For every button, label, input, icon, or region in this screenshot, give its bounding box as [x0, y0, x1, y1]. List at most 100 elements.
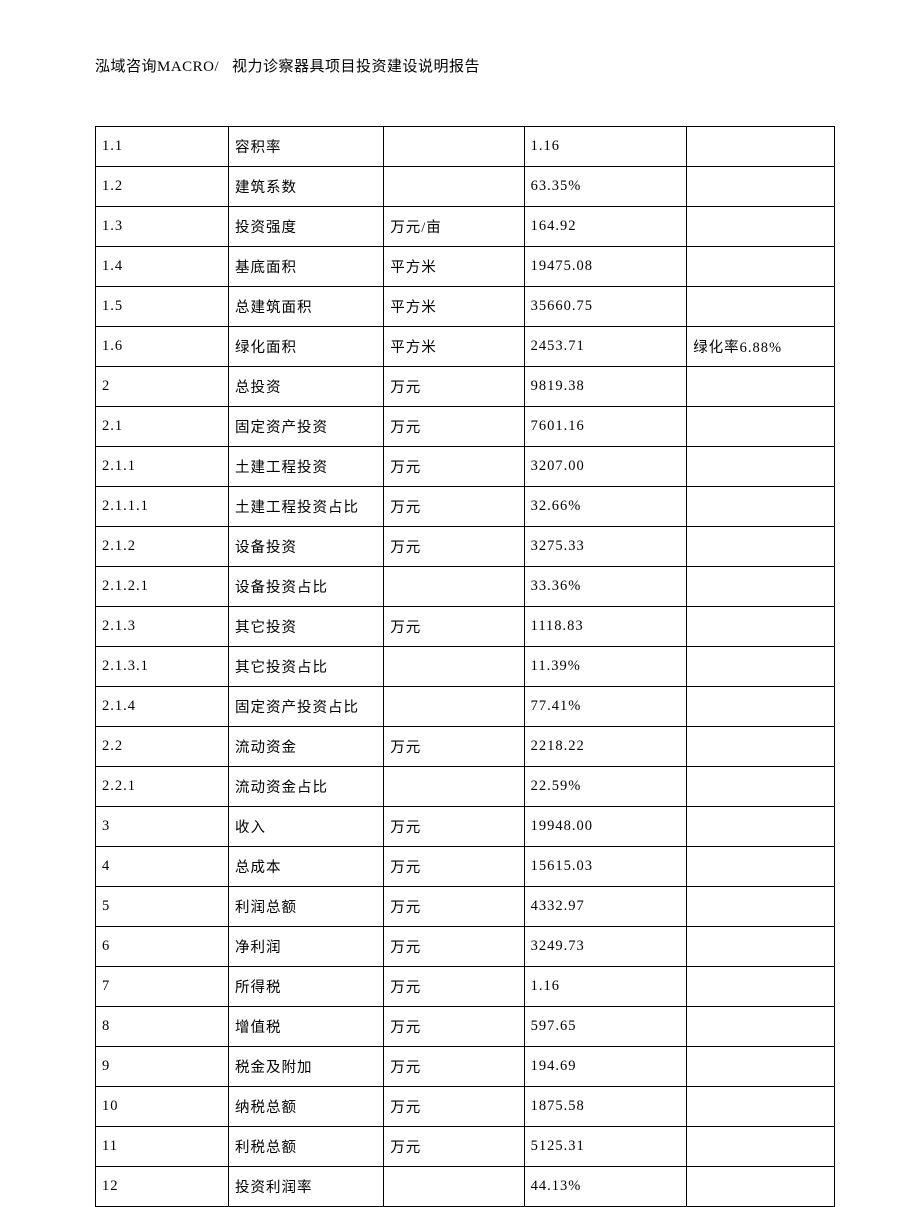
- table-row: 3收入万元19948.00: [96, 807, 835, 847]
- table-cell: [687, 687, 835, 727]
- table-cell: [384, 127, 524, 167]
- table-cell: 容积率: [229, 127, 384, 167]
- table-cell: 9: [96, 1047, 229, 1087]
- table-cell: 5: [96, 887, 229, 927]
- table-cell: 4332.97: [524, 887, 687, 927]
- table-cell: [687, 247, 835, 287]
- table-cell: 33.36%: [524, 567, 687, 607]
- table-cell: 1.4: [96, 247, 229, 287]
- table-row: 1.6绿化面积平方米2453.71绿化率6.88%: [96, 327, 835, 367]
- page-header: 泓域咨询MACRO/ 视力诊察器具项目投资建设说明报告: [95, 55, 835, 76]
- table-cell: 万元: [384, 927, 524, 967]
- table-cell: 3: [96, 807, 229, 847]
- table-cell: 所得税: [229, 967, 384, 1007]
- table-cell: 7601.16: [524, 407, 687, 447]
- table-cell: 35660.75: [524, 287, 687, 327]
- table-cell: 固定资产投资: [229, 407, 384, 447]
- table-row: 11利税总额万元5125.31: [96, 1127, 835, 1167]
- table-cell: 万元: [384, 727, 524, 767]
- table-cell: 万元: [384, 487, 524, 527]
- table-row: 10纳税总额万元1875.58: [96, 1087, 835, 1127]
- table-cell: 万元/亩: [384, 207, 524, 247]
- table-row: 1.1容积率 1.16: [96, 127, 835, 167]
- table-cell: 2.2.1: [96, 767, 229, 807]
- table-cell: 增值税: [229, 1007, 384, 1047]
- table-cell: 2.2: [96, 727, 229, 767]
- table-cell: 利税总额: [229, 1127, 384, 1167]
- table-cell: 平方米: [384, 287, 524, 327]
- table-cell: 流动资金占比: [229, 767, 384, 807]
- table-row: 2.1.3.1其它投资占比 11.39%: [96, 647, 835, 687]
- table-cell: 万元: [384, 367, 524, 407]
- table-cell: [687, 1007, 835, 1047]
- table-cell: 1.16: [524, 127, 687, 167]
- table-cell: 万元: [384, 527, 524, 567]
- table-cell: 1.3: [96, 207, 229, 247]
- table-cell: 2: [96, 367, 229, 407]
- table-cell: 8: [96, 1007, 229, 1047]
- table-cell: 4: [96, 847, 229, 887]
- table-cell: 绿化面积: [229, 327, 384, 367]
- table-cell: [687, 367, 835, 407]
- table-cell: 万元: [384, 847, 524, 887]
- table-cell: [687, 767, 835, 807]
- table-cell: 2.1.2: [96, 527, 229, 567]
- table-row: 2.1.4固定资产投资占比77.41%: [96, 687, 835, 727]
- table-cell: 11.39%: [524, 647, 687, 687]
- table-cell: 万元: [384, 1047, 524, 1087]
- table-row: 9税金及附加万元194.69: [96, 1047, 835, 1087]
- table-cell: [687, 127, 835, 167]
- table-cell: [384, 167, 524, 207]
- table-cell: [687, 847, 835, 887]
- table-cell: [384, 1167, 524, 1207]
- table-cell: [687, 567, 835, 607]
- table-cell: 2.1.4: [96, 687, 229, 727]
- table-cell: 总投资: [229, 367, 384, 407]
- table-cell: [687, 727, 835, 767]
- table-cell: 设备投资占比: [229, 567, 384, 607]
- table-cell: 194.69: [524, 1047, 687, 1087]
- table-row: 2.1.2.1设备投资占比33.36%: [96, 567, 835, 607]
- table-cell: 万元: [384, 607, 524, 647]
- table-cell: [687, 1167, 835, 1207]
- table-cell: 2.1: [96, 407, 229, 447]
- table-cell: 万元: [384, 887, 524, 927]
- table-row: 1.5总建筑面积平方米35660.75: [96, 287, 835, 327]
- table-cell: 万元: [384, 967, 524, 1007]
- table-cell: 固定资产投资占比: [229, 687, 384, 727]
- table-row: 2.2流动资金万元2218.22: [96, 727, 835, 767]
- table-cell: 1.1: [96, 127, 229, 167]
- table-cell: 1118.83: [524, 607, 687, 647]
- table-row: 2.1固定资产投资万元7601.16: [96, 407, 835, 447]
- table-cell: 1.6: [96, 327, 229, 367]
- table-cell: [687, 207, 835, 247]
- table-cell: 63.35%: [524, 167, 687, 207]
- table-cell: 万元: [384, 1127, 524, 1167]
- table-cell: 597.65: [524, 1007, 687, 1047]
- table-cell: 9819.38: [524, 367, 687, 407]
- table-cell: 2.1.3.1: [96, 647, 229, 687]
- table-cell: 收入: [229, 807, 384, 847]
- table-cell: 1875.58: [524, 1087, 687, 1127]
- table-cell: [687, 647, 835, 687]
- table-cell: [384, 567, 524, 607]
- table-cell: 15615.03: [524, 847, 687, 887]
- table-cell: 建筑系数: [229, 167, 384, 207]
- table-cell: 2.1.1: [96, 447, 229, 487]
- table-cell: 32.66%: [524, 487, 687, 527]
- table-cell: 1.2: [96, 167, 229, 207]
- table-cell: [384, 767, 524, 807]
- table-row: 1.4基底面积平方米19475.08: [96, 247, 835, 287]
- table-cell: [687, 1127, 835, 1167]
- table-cell: [687, 1087, 835, 1127]
- table-cell: [687, 407, 835, 447]
- table-cell: 19475.08: [524, 247, 687, 287]
- table-cell: 总成本: [229, 847, 384, 887]
- table-cell: 164.92: [524, 207, 687, 247]
- table-cell: 19948.00: [524, 807, 687, 847]
- table-cell: 基底面积: [229, 247, 384, 287]
- table-row: 1.3投资强度万元/亩164.92: [96, 207, 835, 247]
- table-cell: 其它投资占比: [229, 647, 384, 687]
- table-cell: [384, 647, 524, 687]
- table-cell: [687, 1047, 835, 1087]
